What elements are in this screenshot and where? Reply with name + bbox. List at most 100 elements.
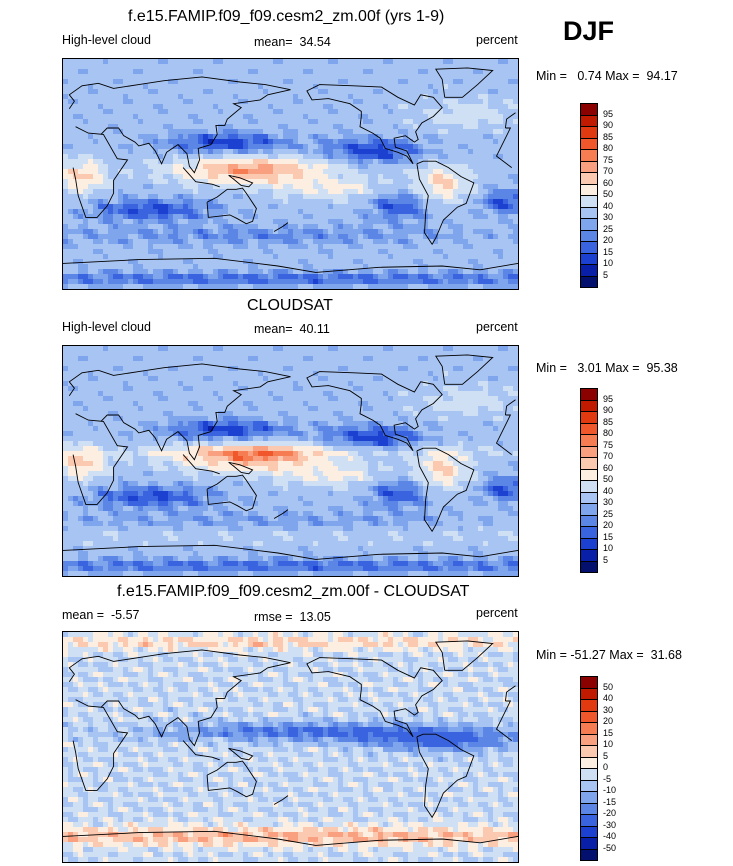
field-cell [143, 169, 149, 175]
field-cell [243, 109, 249, 115]
field-cell [143, 174, 149, 180]
field-cell [463, 371, 469, 377]
field-cell [68, 356, 74, 362]
field-cell [243, 199, 249, 205]
field-cell [183, 69, 189, 75]
field-cell [73, 109, 79, 115]
field-cell [178, 194, 184, 200]
field-cell [238, 249, 244, 255]
field-cell [358, 109, 364, 115]
field-cell [173, 274, 179, 280]
field-cell [223, 234, 229, 240]
field-cell [193, 139, 199, 145]
field-cell [258, 129, 264, 135]
field-cell [248, 99, 254, 105]
field-cell [113, 169, 119, 175]
field-cell [123, 346, 129, 352]
field-cell [233, 89, 239, 95]
field-cell [488, 189, 494, 195]
field-cell [238, 104, 244, 110]
field-cell [393, 219, 399, 225]
field-cell [288, 184, 294, 190]
field-cell [298, 204, 304, 210]
field-cell [293, 189, 299, 195]
field-cell [293, 346, 299, 352]
field-cell [358, 381, 364, 387]
field-cell [323, 351, 329, 357]
field-cell [488, 199, 494, 205]
field-cell [303, 284, 309, 289]
field-cell [63, 59, 69, 65]
field-cell [468, 139, 474, 145]
field-cell [498, 234, 504, 240]
field-cell [513, 174, 518, 180]
field-cell [413, 346, 419, 352]
field-cell [293, 204, 299, 210]
field-cell [413, 244, 419, 250]
field-cell [278, 361, 284, 367]
field-cell [288, 144, 294, 150]
field-cell [313, 134, 319, 140]
field-cell [123, 124, 129, 130]
field-cell [258, 274, 264, 280]
field-cell [343, 219, 349, 225]
field-cell [93, 124, 99, 130]
field-cell [378, 224, 384, 230]
field-cell [418, 249, 424, 255]
field-cell [248, 269, 254, 275]
field-cell [473, 124, 479, 130]
field-cell [413, 154, 419, 160]
field-cell [218, 254, 224, 260]
field-cell [388, 124, 394, 130]
field-cell [403, 69, 409, 75]
field-cell [458, 239, 464, 245]
field-cell [258, 254, 264, 260]
field-cell [258, 139, 264, 145]
field-cell [208, 229, 214, 235]
field-cell [373, 119, 379, 125]
field-cell [138, 214, 144, 220]
field-cell [468, 59, 474, 65]
field-cell [158, 144, 164, 150]
field-cell [258, 264, 264, 270]
field-cell [363, 209, 369, 215]
field-cell [183, 244, 189, 250]
field-cell [398, 214, 404, 220]
field-cell [353, 134, 359, 140]
field-cell [148, 279, 154, 285]
field-cell [443, 94, 449, 100]
field-cell [278, 239, 284, 245]
field-cell [268, 119, 274, 125]
field-cell [408, 134, 414, 140]
field-cell [418, 189, 424, 195]
field-cell [138, 179, 144, 185]
field-cell [288, 229, 294, 235]
field-cell [263, 356, 269, 362]
field-cell [153, 274, 159, 280]
field-cell [453, 356, 459, 362]
panel-2-mean-label: mean= 40.11 [254, 322, 330, 336]
field-cell [243, 59, 249, 65]
field-cell [373, 144, 379, 150]
field-cell [453, 169, 459, 175]
field-cell [118, 144, 124, 150]
field-cell [453, 361, 459, 367]
field-cell [63, 264, 69, 270]
field-cell [188, 89, 194, 95]
field-cell [478, 239, 484, 245]
field-cell [288, 244, 294, 250]
field-cell [163, 144, 169, 150]
field-cell [323, 59, 329, 65]
field-cell [143, 284, 149, 289]
field-cell [88, 361, 94, 367]
field-cell [88, 144, 94, 150]
field-cell [453, 139, 459, 145]
field-cell [293, 254, 299, 260]
field-cell [263, 104, 269, 110]
field-cell [183, 376, 189, 382]
field-cell [403, 244, 409, 250]
field-cell [433, 109, 439, 115]
field-cell [108, 274, 114, 280]
field-cell [218, 69, 224, 75]
field-cell [238, 119, 244, 125]
